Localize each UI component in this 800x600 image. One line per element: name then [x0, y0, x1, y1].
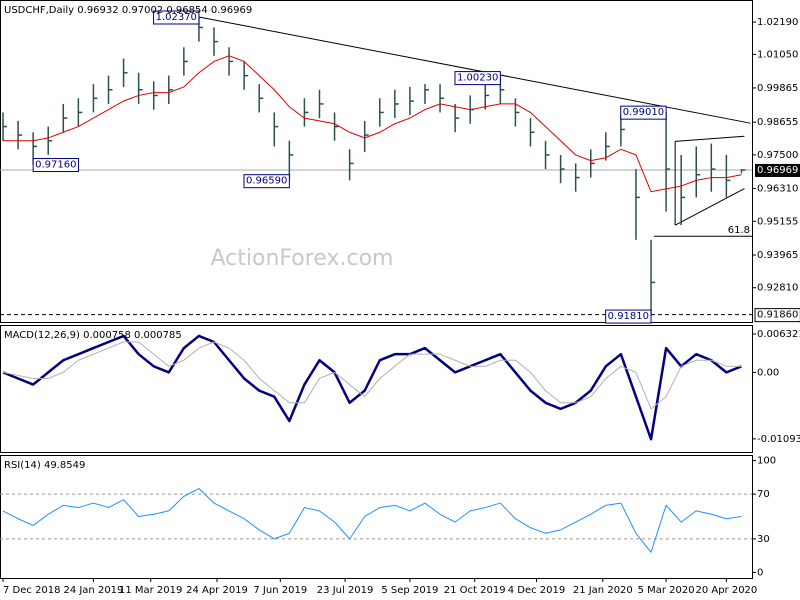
trend-line: [198, 16, 751, 124]
panel-frame: [0, 325, 753, 453]
y-tick-label: 100: [757, 456, 776, 467]
x-tick-label: 24 Apr 2019: [186, 585, 248, 596]
x-tick-label: 21 Jan 2020: [573, 585, 633, 596]
y-tick-label: 0.99865: [757, 83, 798, 94]
panel-frame: [0, 455, 753, 579]
annotation-label: 0.91810: [608, 311, 649, 322]
y-tick-label: 0: [757, 567, 763, 578]
y-tick-label: 0.97500: [757, 150, 798, 161]
annotation-label: 1.00230: [457, 73, 498, 84]
fib-label: 61.8: [728, 225, 750, 236]
support-label: 0.91860: [757, 310, 798, 321]
watermark: ActionForex.com: [211, 246, 394, 271]
x-tick-label: 5 Mar 2020: [638, 585, 695, 596]
x-tick-label: 21 Oct 2019: [444, 585, 506, 596]
y-tick-label: 1.02190: [757, 17, 798, 28]
trend-line: [675, 135, 745, 142]
y-tick-label: 70: [757, 489, 770, 500]
annotation-box: [454, 71, 501, 86]
annotation-box: [620, 105, 667, 120]
x-tick-label: 11 Mar 2019: [119, 585, 182, 596]
x-tick-label: 4 Dec 2019: [508, 585, 566, 596]
panel-title: RSI(14) 49.8549: [4, 460, 85, 471]
annotation-label: 0.96590: [246, 176, 287, 187]
annotation-box: [32, 158, 80, 173]
last-price-box: [755, 163, 800, 177]
y-tick-label: 0.95155: [757, 216, 798, 227]
moving-average: [3, 55, 742, 193]
annotation-label: 0.99010: [623, 107, 664, 118]
y-tick-label: 0.96310: [757, 184, 798, 195]
x-tick-label: 5 Sep 2019: [381, 585, 438, 596]
y-tick-label: 0.00: [757, 367, 779, 378]
last-price-label: 0.96969: [757, 165, 798, 176]
indicator-line: [2, 488, 742, 553]
y-tick-label: 30: [757, 534, 770, 545]
x-tick-label: 7 Dec 2018: [3, 585, 61, 596]
annotation-label: 1.02370: [156, 12, 197, 23]
panel-frame: [0, 0, 753, 323]
annotation-box: [153, 10, 200, 25]
y-tick-label: 0.006321: [757, 329, 800, 340]
annotation-label: 0.97160: [35, 160, 76, 171]
panel-title: MACD(12,26,9) 0.000758 0.000785: [4, 330, 182, 341]
y-tick-label: 0.92810: [757, 283, 798, 294]
x-tick-label: 7 Jun 2019: [253, 585, 307, 596]
y-tick-label: 0.98655: [757, 117, 798, 128]
y-tick-label: 0.93965: [757, 250, 798, 261]
annotation-box: [605, 309, 652, 324]
indicator-line: [2, 341, 742, 410]
x-tick-label: 20 Apr 2020: [695, 585, 757, 596]
panel-title: USDCHF,Daily 0.96932 0.97002 0.96854 0.9…: [4, 5, 252, 16]
x-tick-label: 23 Jul 2019: [317, 585, 374, 596]
annotation-box: [243, 174, 290, 189]
support-box: [754, 308, 800, 323]
trend-line: [674, 188, 745, 226]
x-tick-label: 24 Jan 2019: [63, 585, 123, 596]
indicator-line: [2, 334, 742, 441]
y-tick-label: 1.01050: [757, 49, 798, 60]
y-tick-label: -0.010939: [757, 434, 800, 445]
